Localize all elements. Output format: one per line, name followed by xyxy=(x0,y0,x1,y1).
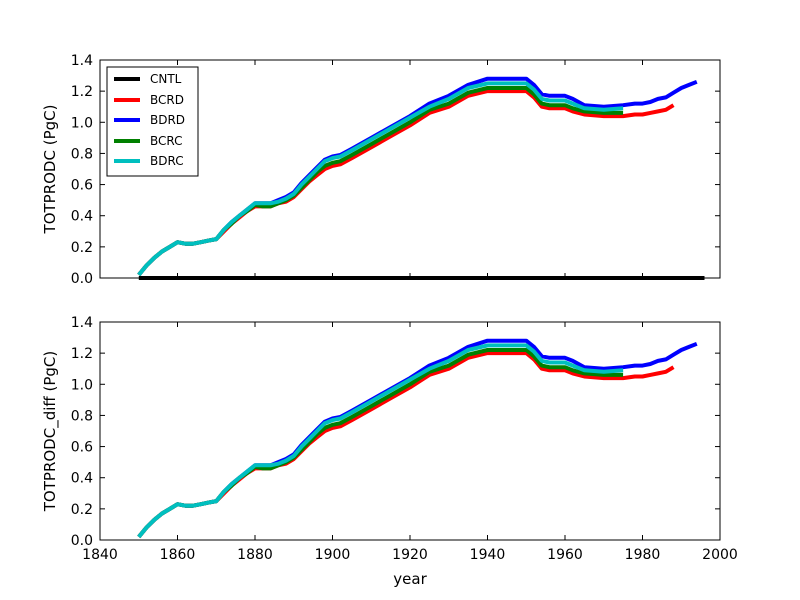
top-y-tick-label: 0.6 xyxy=(71,178,93,194)
bottom-series-layer xyxy=(137,338,698,539)
top-ticks-layer: 0.0 0.2 0.4 0.6 0.8 1.0 1.2 1.4 xyxy=(71,53,721,287)
top-y-axis-label: TOTPRODC (PgC) xyxy=(41,105,59,235)
bottom-y-tick-label: 0.6 xyxy=(71,440,93,456)
top-series-line-bdrc xyxy=(137,81,624,277)
top-y-tick-label: 1.4 xyxy=(71,53,93,69)
top-y-tick-label: 0.0 xyxy=(71,271,93,287)
bottom-y-axis-label: TOTPRODC_diff (PgC) xyxy=(41,351,60,512)
bottom-y-tick-label: 1.0 xyxy=(71,377,93,393)
bottom-y-tick-label: 0.4 xyxy=(71,471,93,487)
bottom-axes-frame xyxy=(99,321,721,541)
bottom-x-tick-label: 1920 xyxy=(392,547,428,563)
bottom-y-tick-label: 0.2 xyxy=(71,502,93,518)
bottom-x-tick-label: 1860 xyxy=(160,547,196,563)
bottom-y-tick-label: 1.4 xyxy=(71,315,93,331)
legend: CNTL BCRD BDRD BCRC BDRC xyxy=(106,66,199,177)
bottom-y-tick-label: 1.2 xyxy=(71,346,93,362)
legend-label-bdrd: BDRD xyxy=(150,113,185,127)
legend-label-bcrc: BCRC xyxy=(150,134,183,148)
bottom-x-tick-label: 1940 xyxy=(470,547,506,563)
bottom-ticks-layer: 0.0 0.2 0.4 0.6 0.8 1.0 1.2 1.4 1840 1860 1880 1900… xyxy=(71,315,738,563)
bottom-x-tick-label: 1900 xyxy=(315,547,351,563)
bottom-x-tick-label: 1960 xyxy=(547,547,583,563)
top-plot-panel: 0.00.20.40.60.81.01.21.4 TOTPRODC (PgC) … xyxy=(41,53,721,287)
top-y-tick-label: 0.4 xyxy=(71,209,93,225)
top-y-tick-label: 0.8 xyxy=(71,146,93,162)
legend-label-bdrc: BDRC xyxy=(150,154,184,168)
bottom-series-line-bdrc xyxy=(137,343,624,539)
top-y-tick-label: 1.2 xyxy=(71,84,93,100)
bottom-x-tick-label: 1880 xyxy=(237,547,273,563)
top-y-tick-label: 1.0 xyxy=(71,115,93,131)
bottom-x-tick-label: 1840 xyxy=(82,547,118,563)
top-axes-frame xyxy=(99,59,721,279)
bottom-x-tick-label: 2000 xyxy=(702,547,738,563)
legend-label-cntl: CNTL xyxy=(150,72,182,86)
x-axis-label: year xyxy=(393,570,427,588)
bottom-y-tick-label: 0.0 xyxy=(71,533,93,549)
top-y-tick-label: 0.2 xyxy=(71,240,93,256)
legend-label-bcrd: BCRD xyxy=(150,93,184,107)
bottom-x-tick-label: 1980 xyxy=(625,547,661,563)
bottom-y-tick-label: 0.8 xyxy=(71,408,93,424)
bottom-plot-panel: 0.0 0.2 0.4 0.6 0.8 1.0 1.2 1.4 1840 1860 1880 1900… xyxy=(41,315,738,588)
